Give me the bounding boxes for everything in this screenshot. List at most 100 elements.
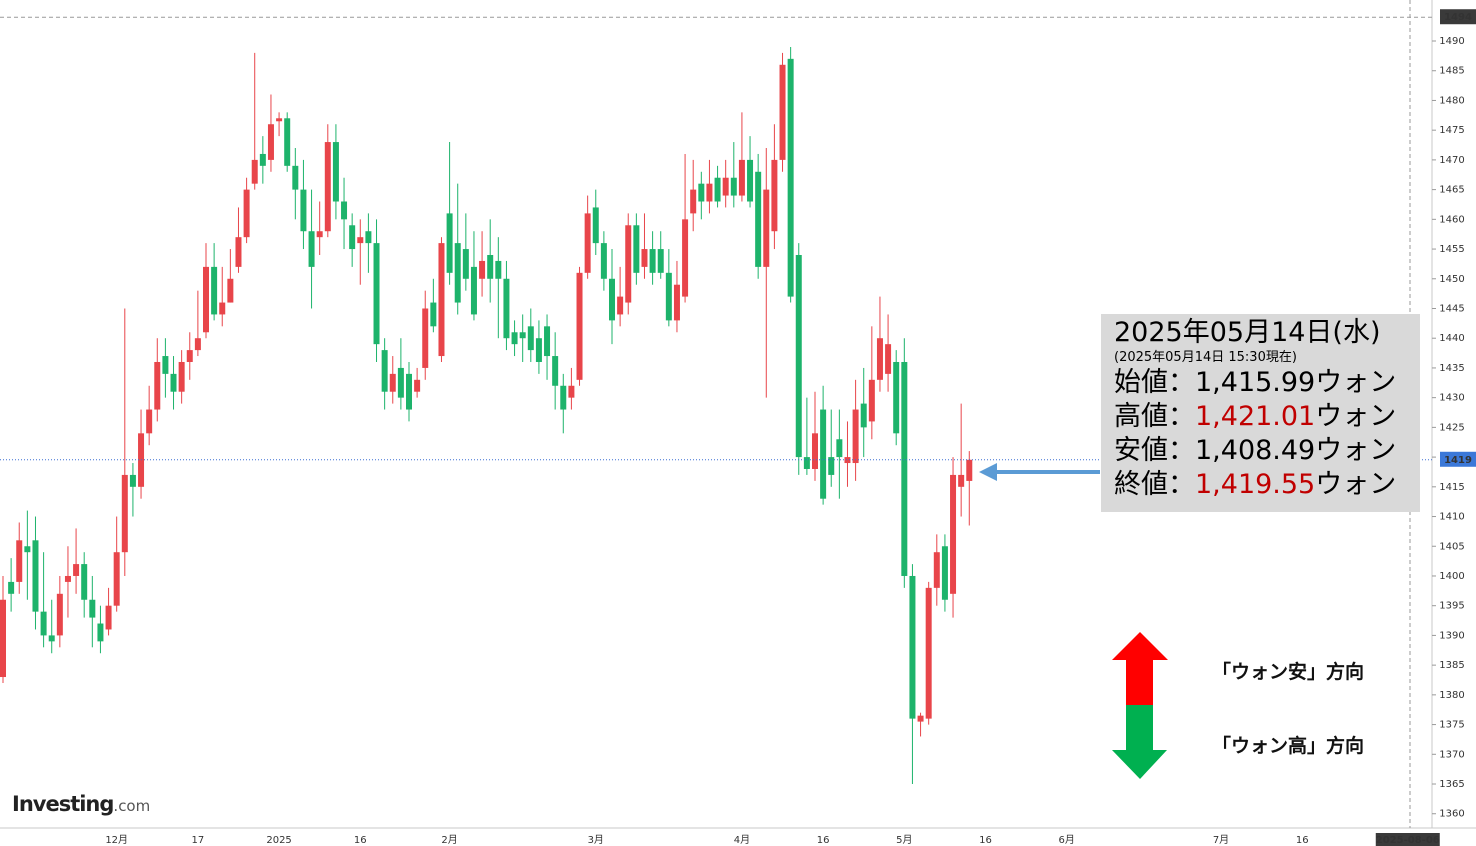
y-tick-label: 1385 [1439, 660, 1464, 671]
candle-body [154, 361, 161, 410]
candle-body [885, 344, 892, 374]
candle-body [495, 260, 502, 279]
info-separator: ： [1168, 367, 1195, 398]
candle-body [925, 587, 932, 719]
candle-body [16, 540, 23, 582]
candle-body [917, 715, 924, 722]
candle-body [219, 302, 226, 315]
candle-body [89, 599, 96, 618]
candle-body [227, 278, 234, 303]
y-tick-label: 1395 [1439, 601, 1464, 612]
info-label: 終値 [1114, 469, 1168, 500]
info-value: 1,419.55 [1195, 469, 1316, 500]
candle-body [950, 474, 957, 594]
candle-body [755, 171, 762, 267]
candle-body [933, 552, 940, 588]
info-row: 終値：1,419.55ウォン [1114, 468, 1420, 502]
candle-body [48, 635, 55, 642]
candle-body [341, 201, 348, 220]
info-unit: ウォン [1315, 367, 1397, 398]
info-separator: ： [1168, 435, 1195, 466]
candle-body [519, 332, 526, 339]
candle-body [876, 338, 883, 380]
info-unit: ウォン [1315, 435, 1397, 466]
candle-body [812, 433, 818, 469]
note: 「ウォン安」方向 [1212, 661, 1365, 683]
candle-body [633, 225, 640, 273]
x-tick-label: 3月 [588, 834, 604, 846]
candle-body [868, 379, 875, 422]
y-tick-label: 1470 [1439, 155, 1464, 166]
candle-body [763, 189, 770, 267]
candle-body [698, 183, 705, 202]
candle-body [893, 361, 900, 434]
candle-body [446, 213, 453, 273]
candle-body [438, 243, 445, 357]
candle-body [316, 231, 323, 238]
candle-body [706, 183, 713, 202]
candle-body [470, 266, 477, 315]
candle-body [300, 189, 307, 232]
candle-body [235, 237, 242, 267]
candle-body [251, 159, 258, 184]
y-tick-label: 1475 [1439, 125, 1464, 136]
y-tick-label: 1405 [1439, 541, 1464, 552]
info-row: 高値：1,421.01ウォン [1114, 400, 1420, 434]
candle-body [259, 153, 266, 166]
x-tick-label: 16 [979, 835, 992, 846]
candle-body [462, 249, 469, 279]
candle-body [349, 225, 356, 250]
candle-body [600, 243, 607, 279]
candle-body [625, 225, 632, 303]
candle-body [609, 278, 615, 321]
candle-body [795, 254, 802, 458]
pointer-arrow-head [979, 463, 997, 481]
candle-body [357, 237, 364, 244]
candle-body [162, 356, 169, 374]
candle-body [373, 243, 380, 345]
candle-body [527, 326, 534, 351]
candle-body [714, 177, 721, 202]
info-label: 安値 [1114, 435, 1168, 466]
y-tick-label: 1400 [1439, 571, 1464, 582]
x-tick-label: 6月 [1059, 834, 1075, 846]
note: 「ウォン高」方向 [1212, 735, 1365, 757]
candle-body [958, 474, 965, 487]
info-row: 始値：1,415.99ウォン [1114, 366, 1420, 400]
candle-body [397, 367, 404, 398]
x-tick-label: 2025-08-06 [1376, 835, 1440, 846]
candle-body [32, 540, 39, 612]
y-tick-label: 1360 [1439, 809, 1464, 820]
y-tick-label: 1465 [1439, 185, 1464, 196]
candle-body [332, 142, 339, 202]
candle-body [673, 284, 680, 321]
logo-main: Investing [12, 792, 114, 816]
candle-body [40, 611, 47, 636]
candle-body [511, 332, 518, 345]
info-value: 1,408.49 [1195, 435, 1316, 466]
candle-body [8, 581, 15, 594]
info-unit: ウォン [1315, 401, 1397, 432]
y-tick-label: 1485 [1439, 66, 1464, 77]
info-box: 2025年05月14日(水) (2025年05月14日 15:30現在) 始値：… [1101, 314, 1420, 512]
candle-body [487, 254, 494, 279]
top-line-label: 1494 [1444, 12, 1472, 23]
y-tick-label: 1440 [1439, 333, 1464, 344]
info-unit: ウォン [1315, 469, 1397, 500]
up-arrow [1112, 632, 1168, 705]
y-tick-label: 1415 [1439, 482, 1464, 493]
candle-body [479, 260, 486, 279]
candle-body [560, 385, 567, 410]
y-tick-label: 1435 [1439, 363, 1464, 374]
info-label: 始値 [1114, 367, 1168, 398]
candle-body [576, 272, 583, 380]
candle-body [211, 266, 218, 315]
candle-body [544, 326, 551, 357]
info-subtitle: (2025年05月14日 15:30現在) [1114, 350, 1297, 365]
candle-body [186, 350, 193, 362]
candle-body [129, 474, 136, 487]
info-value: 1,421.01 [1195, 401, 1316, 432]
candle-body [779, 64, 786, 160]
candle-body [105, 605, 112, 630]
